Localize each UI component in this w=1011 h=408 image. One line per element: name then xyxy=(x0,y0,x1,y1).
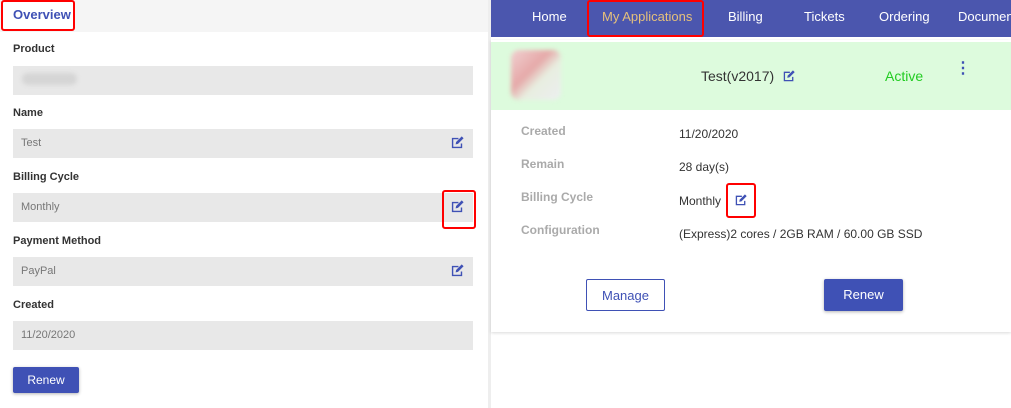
payment-method-label: Payment Method xyxy=(13,235,102,247)
billing-cycle-value: Monthly xyxy=(679,194,722,208)
billing-cycle-label: Billing Cycle xyxy=(521,190,594,204)
tab-bar xyxy=(0,0,488,32)
top-nav: Home My Applications Billing Tickets Ord… xyxy=(491,0,1011,37)
created-label: Created xyxy=(13,299,54,311)
remain-label: Remain xyxy=(521,157,565,171)
nav-ordering[interactable]: Ordering xyxy=(879,9,930,24)
app-thumbnail-blurred xyxy=(511,50,561,100)
edit-icon[interactable] xyxy=(450,135,465,150)
nav-home[interactable]: Home xyxy=(532,9,567,24)
product-value-blurred xyxy=(22,73,77,85)
payment-method-field: PayPal xyxy=(13,257,473,286)
renew-button[interactable]: Renew xyxy=(824,279,903,311)
manage-button[interactable]: Manage xyxy=(586,279,665,311)
billing-cycle-value: Monthly xyxy=(21,201,60,213)
created-field: 11/20/2020 xyxy=(13,321,473,350)
created-label: Created xyxy=(521,124,566,138)
billing-cycle-label: Billing Cycle xyxy=(13,171,80,183)
renew-button[interactable]: Renew xyxy=(13,367,79,393)
name-label: Name xyxy=(13,107,43,119)
app-title: Test(v2017) xyxy=(701,68,775,84)
divider xyxy=(488,0,491,408)
configuration-label: Configuration xyxy=(521,223,600,237)
more-options-icon[interactable]: ⋮ xyxy=(955,60,971,77)
overview-panel: Overview Product Name Test Billing Cycle… xyxy=(0,0,488,408)
payment-method-value: PayPal xyxy=(21,265,56,277)
highlight-edit-billing-cycle xyxy=(442,190,476,229)
product-field xyxy=(13,66,473,95)
status-badge: Active xyxy=(885,68,924,84)
highlight-overview-tab xyxy=(1,0,75,31)
name-value: Test xyxy=(21,137,42,149)
card-header: Test(v2017) Active ⋮ xyxy=(491,42,1011,110)
nav-billing[interactable]: Billing xyxy=(728,9,763,24)
nav-my-applications[interactable]: My Applications xyxy=(602,9,693,24)
tab-overview[interactable]: Overview xyxy=(3,2,73,31)
nav-documentation[interactable]: Documen xyxy=(958,9,1011,24)
billing-cycle-field: Monthly xyxy=(13,193,473,222)
configuration-value: (Express)2 cores / 2GB RAM / 60.00 GB SS… xyxy=(679,227,923,241)
created-value: 11/20/2020 xyxy=(21,329,76,341)
edit-icon[interactable] xyxy=(450,263,465,278)
remain-value: 28 day(s) xyxy=(679,160,730,174)
highlight-edit-billing-cycle-card xyxy=(726,183,756,218)
product-label: Product xyxy=(13,43,55,55)
edit-title-icon[interactable] xyxy=(782,69,796,83)
created-value: 11/20/2020 xyxy=(679,127,739,141)
highlight-my-applications xyxy=(587,0,704,37)
name-field: Test xyxy=(13,129,473,158)
nav-tickets[interactable]: Tickets xyxy=(804,9,845,24)
